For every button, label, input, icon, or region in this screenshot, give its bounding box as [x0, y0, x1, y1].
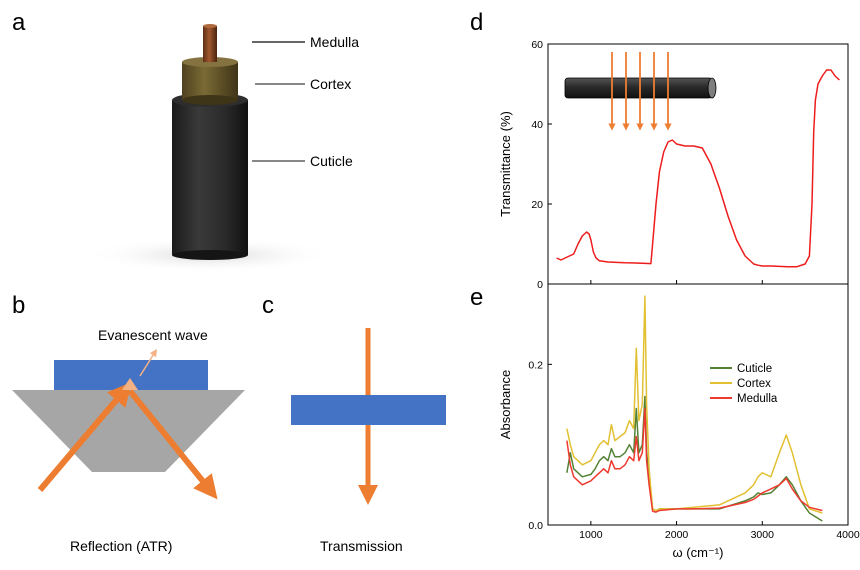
series-line-d-0 — [556, 69, 840, 268]
evanescent-wave-arrow — [139, 348, 157, 377]
panel-a: a Medulla Cortex Cuticle — [12, 9, 359, 273]
medulla-layer — [203, 24, 217, 62]
y-axis-label-e: Absorbance — [498, 370, 513, 439]
series-line-e-cortex — [566, 295, 823, 514]
atr-prism — [12, 390, 245, 472]
chart-e: 0.0 0.2 1000 2000 3000 4000 Absorbance ω (cm⁻¹)… — [498, 283, 860, 560]
reflected-beam-arrow — [127, 389, 218, 500]
x-tick-label-e: 2000 — [665, 529, 689, 541]
x-tick-label-e: 3000 — [751, 529, 775, 541]
y-tick-label-d: 40 — [531, 119, 543, 131]
y-tick-label-e: 0.2 — [528, 359, 543, 371]
legend-label-medulla: Medulla — [737, 393, 778, 405]
cortex-label: Cortex — [310, 76, 351, 92]
x-axis-label-e: ω (cm⁻¹) — [673, 545, 724, 560]
incident-beam-arrow — [37, 381, 132, 492]
panel-c: c Transmission — [262, 292, 446, 554]
x-tick-label-e: 4000 — [836, 529, 860, 541]
panel-d: d 0 20 40 60 Transmittance (%) — [470, 9, 849, 291]
panel-letter-e: e — [470, 284, 483, 311]
plot-frame-e — [547, 283, 849, 526]
x-tick-label-e: 1000 — [579, 529, 603, 541]
panel-letter-d: d — [470, 9, 483, 36]
chart-d: 0 20 40 60 Transmittance (%) — [498, 39, 849, 291]
transmission-caption: Transmission — [320, 538, 403, 554]
panel-b: b Evanescent wave Reflection (ATR) — [12, 292, 245, 554]
inset-fiber-end — [707, 77, 717, 99]
series-line-e-medulla — [566, 407, 823, 513]
transmission-sample — [291, 395, 446, 425]
panel-letter-a: a — [12, 9, 26, 36]
series-line-e-cuticle — [566, 395, 823, 522]
y-tick-label-d: 60 — [531, 39, 543, 51]
y-axis-label-d: Transmittance (%) — [498, 111, 513, 217]
panel-letter-c: c — [262, 292, 274, 319]
reflection-caption: Reflection (ATR) — [70, 538, 172, 554]
cuticle-layer — [172, 93, 248, 260]
cortex-layer — [182, 57, 238, 105]
cuticle-label: Cuticle — [310, 153, 353, 169]
legend-label-cuticle: Cuticle — [737, 363, 772, 375]
panel-letter-b: b — [12, 292, 25, 319]
evanescent-wave-label: Evanescent wave — [98, 327, 208, 343]
inset-fiber — [564, 77, 713, 99]
legend-label-cortex: Cortex — [737, 378, 771, 390]
panel-e: e 0.0 0.2 1000 2000 3000 4000 Absorbance ω (cm⁻… — [470, 283, 860, 560]
y-tick-label-d: 0 — [537, 279, 543, 291]
y-tick-label-e: 0.0 — [528, 520, 543, 532]
evanescent-wave-glow — [122, 378, 138, 390]
medulla-label: Medulla — [310, 34, 359, 50]
transmission-inset — [564, 52, 717, 131]
y-tick-label-d: 20 — [531, 199, 543, 211]
